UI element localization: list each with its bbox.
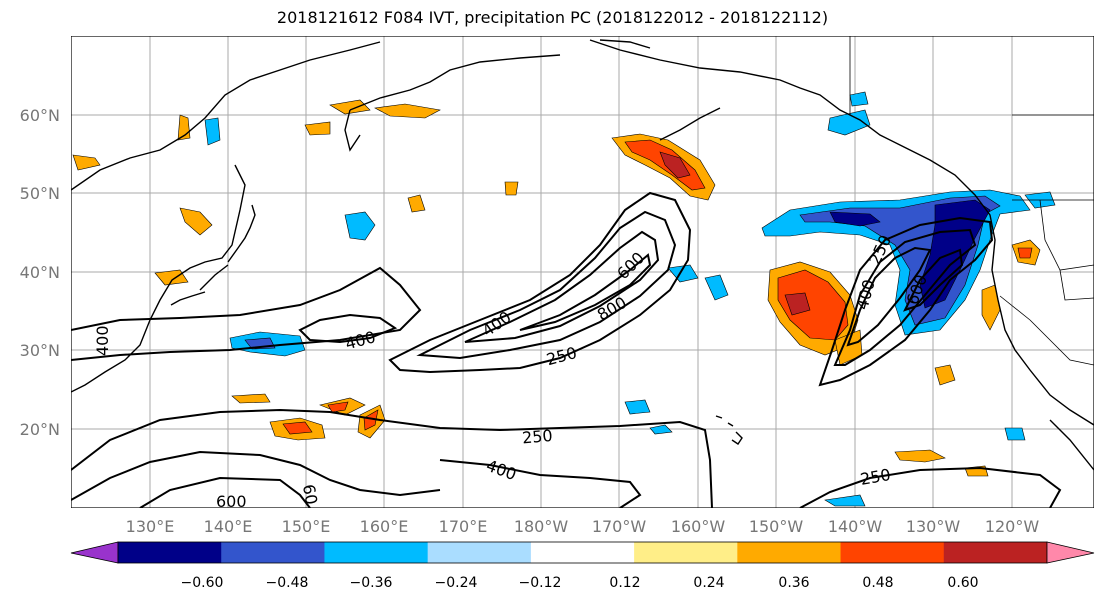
lat-axis-labels: 60°N 50°N 40°N 30°N 20°N (20, 106, 60, 439)
colorbar-tick: −0.60 (181, 575, 224, 591)
colorbar-tick: −0.36 (350, 575, 393, 591)
colorbar-tick: 0.24 (693, 575, 724, 591)
lat-label-40n: 40°N (20, 263, 60, 282)
lon-label: 170°E (439, 517, 488, 536)
colorbar-cell (737, 542, 842, 563)
colorbar-tick: 0.48 (862, 575, 893, 591)
colorbar-ticks: −0.60 −0.48 −0.36 −0.24 −0.12 0.12 0.24 … (181, 575, 979, 591)
lat-label-50n: 50°N (20, 184, 60, 203)
lon-label: 140°W (828, 517, 883, 536)
colorbar-tick: −0.12 (519, 575, 562, 591)
precipitation-shading (72, 91, 1056, 507)
contour-label: 250 (521, 426, 553, 448)
colorbar-cells (117, 541, 1048, 564)
lon-axis-labels: 130°E 140°E 150°E 160°E 170°E 180°W 170°… (126, 517, 1040, 536)
lon-label: 130°W (906, 517, 961, 536)
lon-label: 120°W (985, 517, 1040, 536)
colorbar-extend-max (1046, 541, 1095, 564)
lon-label: 180°W (514, 517, 569, 536)
lon-label: 160°E (360, 517, 409, 536)
borders (849, 36, 1094, 366)
colorbar-cell (530, 542, 635, 563)
colorbar-cell (118, 542, 222, 563)
lon-label: 170°W (592, 517, 647, 536)
colorbar: −0.60 −0.48 −0.36 −0.24 −0.12 0.12 0.24 … (70, 541, 1095, 591)
contour-label: 400 (93, 325, 112, 356)
colorbar-tick: 0.60 (947, 575, 978, 591)
colorbar-tick: 0.12 (609, 575, 640, 591)
colorbar-cell (324, 542, 429, 563)
colorbar-cell (427, 542, 532, 563)
colorbar-cell (943, 542, 1048, 563)
contour-label: 600 (216, 492, 247, 511)
map-title: 2018121612 F084 IVT, precipitation PC (2… (276, 8, 829, 27)
coastlines (71, 39, 1094, 471)
lat-label-30n: 30°N (20, 341, 60, 360)
lat-label-20n: 20°N (20, 420, 60, 439)
colorbar-extend-min (70, 541, 119, 564)
colorbar-cell (221, 542, 325, 563)
lon-label: 140°E (204, 517, 253, 536)
map-area: 400 400 400 600 800 250 250 400 600 60 2… (71, 36, 1094, 511)
contour-labels: 400 400 400 600 800 250 250 400 600 60 2… (93, 232, 931, 511)
ivt-contours (71, 191, 1062, 508)
lon-label: 130°E (126, 517, 175, 536)
colorbar-tick: −0.48 (266, 575, 309, 591)
colorbar-cell (634, 542, 738, 563)
colorbar-tick: 0.36 (778, 575, 809, 591)
lat-label-60n: 60°N (20, 106, 60, 125)
colorbar-cell (840, 542, 945, 563)
lon-label: 160°W (671, 517, 726, 536)
contour-label: 60 (299, 483, 321, 506)
lon-label: 150°W (749, 517, 804, 536)
colorbar-tick: −0.24 (435, 575, 478, 591)
lon-label: 150°E (282, 517, 331, 536)
